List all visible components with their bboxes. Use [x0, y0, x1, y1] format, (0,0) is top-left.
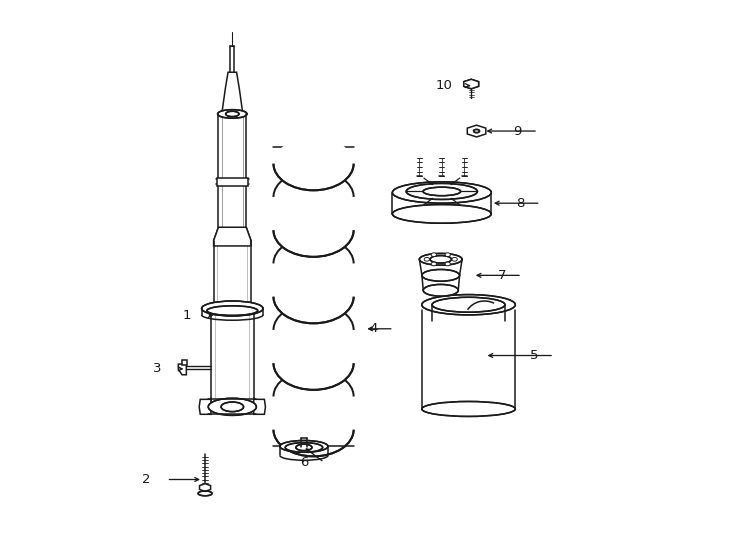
- FancyBboxPatch shape: [181, 360, 187, 365]
- Text: 4: 4: [369, 322, 378, 335]
- Text: 8: 8: [516, 197, 525, 210]
- Ellipse shape: [274, 137, 354, 190]
- Ellipse shape: [286, 443, 323, 452]
- Polygon shape: [464, 79, 479, 89]
- Ellipse shape: [424, 285, 458, 296]
- Polygon shape: [254, 400, 266, 414]
- Ellipse shape: [422, 269, 459, 281]
- Text: 10: 10: [436, 79, 453, 92]
- Text: 5: 5: [529, 349, 538, 362]
- Ellipse shape: [217, 110, 247, 118]
- Ellipse shape: [221, 402, 244, 411]
- Text: 1: 1: [182, 309, 191, 322]
- Ellipse shape: [406, 184, 477, 199]
- Ellipse shape: [422, 401, 515, 416]
- Ellipse shape: [465, 81, 477, 87]
- Ellipse shape: [422, 295, 515, 315]
- Ellipse shape: [393, 205, 491, 223]
- Polygon shape: [199, 400, 211, 414]
- Ellipse shape: [274, 336, 354, 390]
- Ellipse shape: [424, 258, 429, 261]
- Polygon shape: [468, 125, 486, 137]
- Polygon shape: [200, 484, 211, 491]
- Ellipse shape: [208, 399, 256, 415]
- Ellipse shape: [393, 182, 491, 203]
- Ellipse shape: [445, 253, 451, 256]
- Ellipse shape: [432, 297, 505, 312]
- Ellipse shape: [445, 262, 451, 266]
- Text: 3: 3: [153, 362, 161, 375]
- Ellipse shape: [274, 204, 354, 257]
- Ellipse shape: [419, 253, 462, 265]
- Ellipse shape: [296, 444, 312, 451]
- Polygon shape: [178, 364, 186, 375]
- Ellipse shape: [274, 403, 354, 456]
- FancyBboxPatch shape: [217, 178, 248, 186]
- Ellipse shape: [225, 111, 239, 117]
- Ellipse shape: [473, 130, 479, 133]
- Polygon shape: [464, 79, 479, 89]
- Ellipse shape: [423, 187, 461, 195]
- Ellipse shape: [274, 270, 354, 323]
- Ellipse shape: [430, 255, 451, 263]
- Polygon shape: [214, 227, 251, 246]
- Text: 2: 2: [142, 473, 150, 486]
- Ellipse shape: [431, 262, 437, 266]
- Ellipse shape: [431, 253, 437, 256]
- Text: 9: 9: [514, 125, 522, 138]
- Ellipse shape: [198, 491, 212, 496]
- Text: 6: 6: [299, 456, 308, 469]
- Ellipse shape: [452, 258, 457, 261]
- Polygon shape: [222, 72, 243, 115]
- Ellipse shape: [280, 441, 328, 452]
- Ellipse shape: [207, 306, 258, 315]
- Text: 7: 7: [498, 269, 506, 282]
- Ellipse shape: [202, 301, 263, 316]
